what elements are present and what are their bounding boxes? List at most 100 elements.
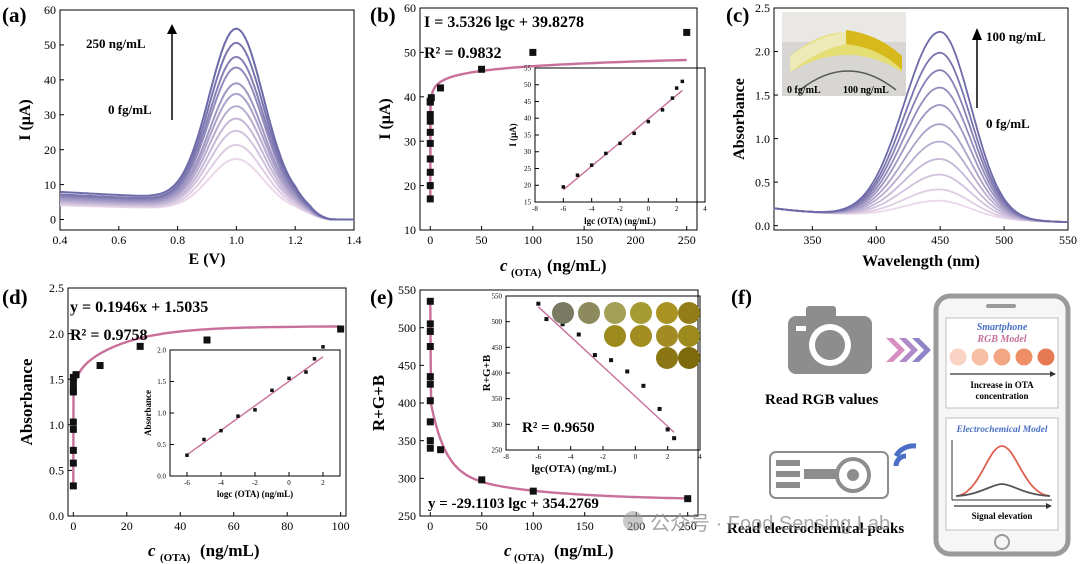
x-tick-label: 2 (666, 453, 670, 461)
x-tick-label: -6 (560, 205, 566, 213)
panel-label-e: (e) (370, 285, 393, 309)
panel-label-c: (c) (726, 3, 749, 27)
phone-subtitle: RGB Model (976, 334, 1026, 345)
data-point (426, 418, 434, 426)
inset-point (185, 453, 189, 457)
x-tick-label: 100 (524, 233, 542, 247)
y-tick-label: 40 (404, 90, 416, 104)
phone-title: Smartphone (977, 322, 1028, 333)
y-tick-label: 2.0 (755, 45, 770, 59)
x-tick-label: 2 (321, 479, 325, 487)
equation-text: y = 0.1946x + 1.5035 (70, 299, 208, 316)
equation-text: y = -29.1103 lgc + 354.2769 (428, 496, 599, 512)
x-tick-label: 0 (427, 519, 433, 533)
x-tick-label: 60 (228, 519, 240, 533)
x-axis-label-unit: (ng/mL) (547, 256, 607, 275)
y-tick-label: 60 (404, 1, 416, 15)
y-tick-label: 30 (524, 148, 532, 156)
data-point (426, 380, 434, 388)
data-point (72, 371, 80, 379)
y-tick-label: 1.5 (49, 372, 64, 386)
y-tick-label: 2.5 (755, 1, 770, 15)
rgb-dot (949, 348, 967, 366)
data-point (426, 111, 434, 119)
data-point (69, 418, 77, 426)
inset-point (253, 408, 257, 412)
x-tick-label: -2 (252, 479, 258, 487)
rgb-dots (949, 348, 1055, 366)
x-tick-label: 250 (678, 233, 696, 247)
color-swatch (678, 325, 700, 347)
x-axis-label: Wavelength (nm) (862, 253, 980, 270)
color-swatch (656, 302, 678, 324)
y-tick-label: 45 (524, 98, 532, 106)
inset-point (304, 370, 308, 374)
x-tick-label: 500 (995, 233, 1013, 247)
inset-fit-line (186, 356, 324, 456)
increase-text-2: concentration (976, 391, 1029, 401)
watermark-text: 公众号 · Food Sensing Lab (650, 512, 890, 535)
annotation-bottom: 0 fg/mL (986, 116, 1030, 131)
x-tick-label: -2 (600, 453, 606, 461)
data-point (337, 325, 345, 333)
y-tick-label: 1.5 (755, 88, 770, 102)
y-tick-label: 40 (524, 115, 532, 123)
data-point (136, 342, 144, 350)
data-point (529, 48, 537, 56)
photo-label-left: 0 fg/mL (787, 85, 821, 96)
inset-y-label: I (μA) (508, 123, 518, 146)
arrow-head (167, 24, 177, 34)
chart-a: 0.4 0.6 0.8 1.0 1.2 1.4 0 10 20 30 40 50 60 E (V) I (μ… (17, 3, 362, 268)
inset-point (202, 437, 206, 442)
x-tick-label: 150 (576, 519, 594, 533)
x-tick-label: 1.0 (229, 233, 244, 247)
inset-point (544, 317, 549, 322)
inset-x-label: lgc (OTA) (ng/mL) (584, 216, 656, 226)
read-rgb-text: Read RGB values (765, 392, 879, 408)
color-swatch (604, 302, 626, 324)
x-tick-label: 550 (1059, 233, 1077, 247)
y-tick-label: 30 (404, 134, 416, 148)
color-swatch (678, 347, 700, 369)
chart-d: 0 20 40 60 80 1000.00.51.01.52.02.5Absorbance… (17, 281, 350, 564)
y-tick-label: 10 (404, 223, 416, 237)
data-point (426, 320, 434, 328)
y-tick-label: 0.0 (157, 472, 166, 480)
wireless-signal-icon (893, 443, 917, 467)
ec-model-text: Electrochemical Model (955, 425, 1047, 435)
y-tick-label: 0.5 (755, 175, 770, 189)
x-tick-label: 0.8 (170, 233, 185, 247)
y-tick-label: 0.5 (49, 464, 64, 478)
inset-point (632, 131, 636, 136)
r2-text: R² = 0.9832 (424, 45, 501, 62)
camera-icon (788, 306, 872, 374)
y-tick-label: 55 (524, 64, 532, 72)
y-tick-label: 1.5 (157, 378, 166, 386)
inset-point (657, 406, 662, 411)
inset-point (646, 119, 651, 124)
watermark: 公众号 · Food Sensing Lab (623, 511, 890, 535)
x-tick-label: 0.4 (53, 233, 68, 247)
x-tick-label: -8 (503, 453, 509, 461)
x-tick-label: 0 (634, 453, 638, 461)
x-tick-label: 50 (476, 519, 488, 533)
chevron-arrows-icon (886, 338, 931, 362)
x-tick-label: 150 (575, 233, 593, 247)
x-tick-label: 50 (476, 233, 488, 247)
y-tick-label: 350 (492, 395, 503, 403)
data-point (426, 397, 434, 405)
y-tick-label: 0.5 (157, 441, 166, 449)
equation-text: I = 3.5326 lgc + 39.8278 (424, 14, 584, 31)
x-tick-label: -4 (589, 205, 595, 213)
inset-point (270, 388, 274, 393)
x-tick-label: 20 (121, 519, 133, 533)
rgb-dot (1037, 348, 1055, 366)
inset-fit-line (537, 306, 675, 433)
y-tick-label: 35 (524, 131, 532, 139)
data-point (427, 94, 435, 102)
y-tick-label: 450 (492, 344, 503, 352)
fit-curve (429, 58, 687, 199)
x-axis-label-sub: (OTA) (511, 267, 542, 279)
inset-point (576, 332, 581, 337)
